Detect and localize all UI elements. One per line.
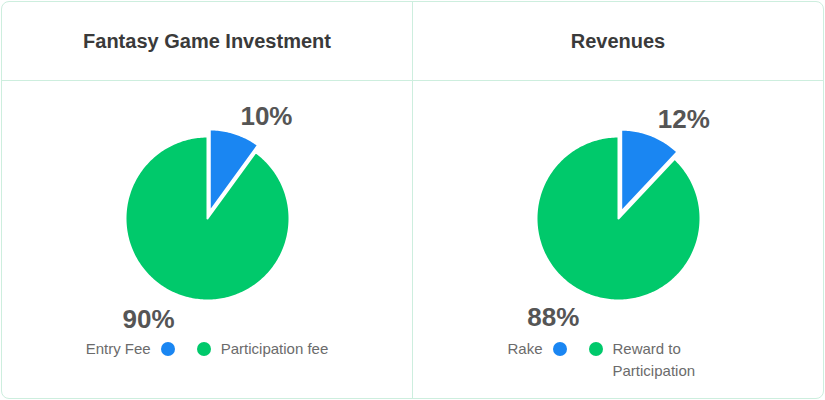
html-text:Participation fee: Participation fee	[220, 340, 329, 357]
svg-text:90%: 90%	[123, 304, 175, 334]
svg-text:88%: 88%	[527, 302, 579, 332]
html-text:Entry Fee: Entry Fee	[85, 340, 151, 357]
html-text:Fantasy Game Investment: Fantasy Game Investment	[83, 29, 331, 52]
svg-text:10%: 10%	[240, 101, 292, 131]
html-text:Rake: Rake	[507, 340, 543, 357]
svg-text:12%: 12%	[658, 104, 710, 134]
html-text:Revenues: Revenues	[570, 29, 666, 52]
html-text:Reward to Participation: Reward to Participation	[612, 340, 696, 379]
